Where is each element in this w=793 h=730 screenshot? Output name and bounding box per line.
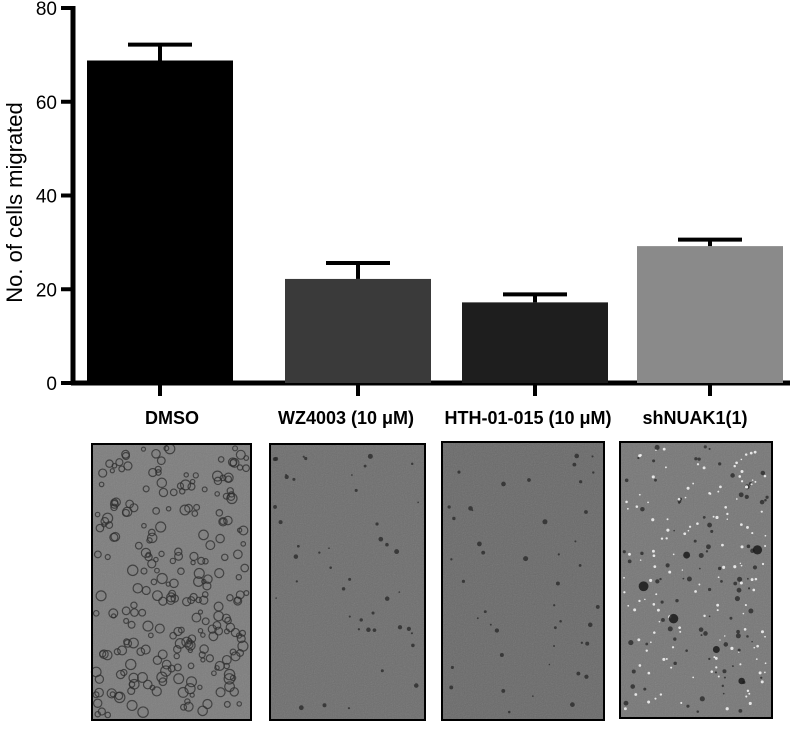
y-axis-title: No. of cells migrated <box>2 102 27 303</box>
bars <box>87 42 783 383</box>
category-label-3: HTH-01-015 (10 μM) <box>444 408 611 428</box>
labels: 0 20 40 60 80 No. of cells migrated DMSO WZ4003… <box>2 0 748 428</box>
micrograph-4 <box>619 441 773 719</box>
y-tick-label: 60 <box>36 93 57 114</box>
category-label-4: shNUAK1(1) <box>642 408 747 428</box>
bar-2 <box>285 278 431 383</box>
y-tick-label: 40 <box>36 187 57 208</box>
bar-1 <box>87 60 233 383</box>
bar-3 <box>462 302 608 383</box>
category-label-1: DMSO <box>145 408 199 428</box>
category-label-2: WZ4003 (10 μM) <box>278 408 414 428</box>
y-tick-label: 80 <box>36 0 57 20</box>
y-tick-label: 20 <box>36 280 57 301</box>
y-tick-label: 0 <box>46 374 57 395</box>
micrograph-3 <box>441 441 605 721</box>
bar-4 <box>637 246 783 383</box>
micrograph-1 <box>90 443 252 721</box>
micrograph-2 <box>269 443 426 721</box>
micrograph-panels <box>90 441 773 721</box>
